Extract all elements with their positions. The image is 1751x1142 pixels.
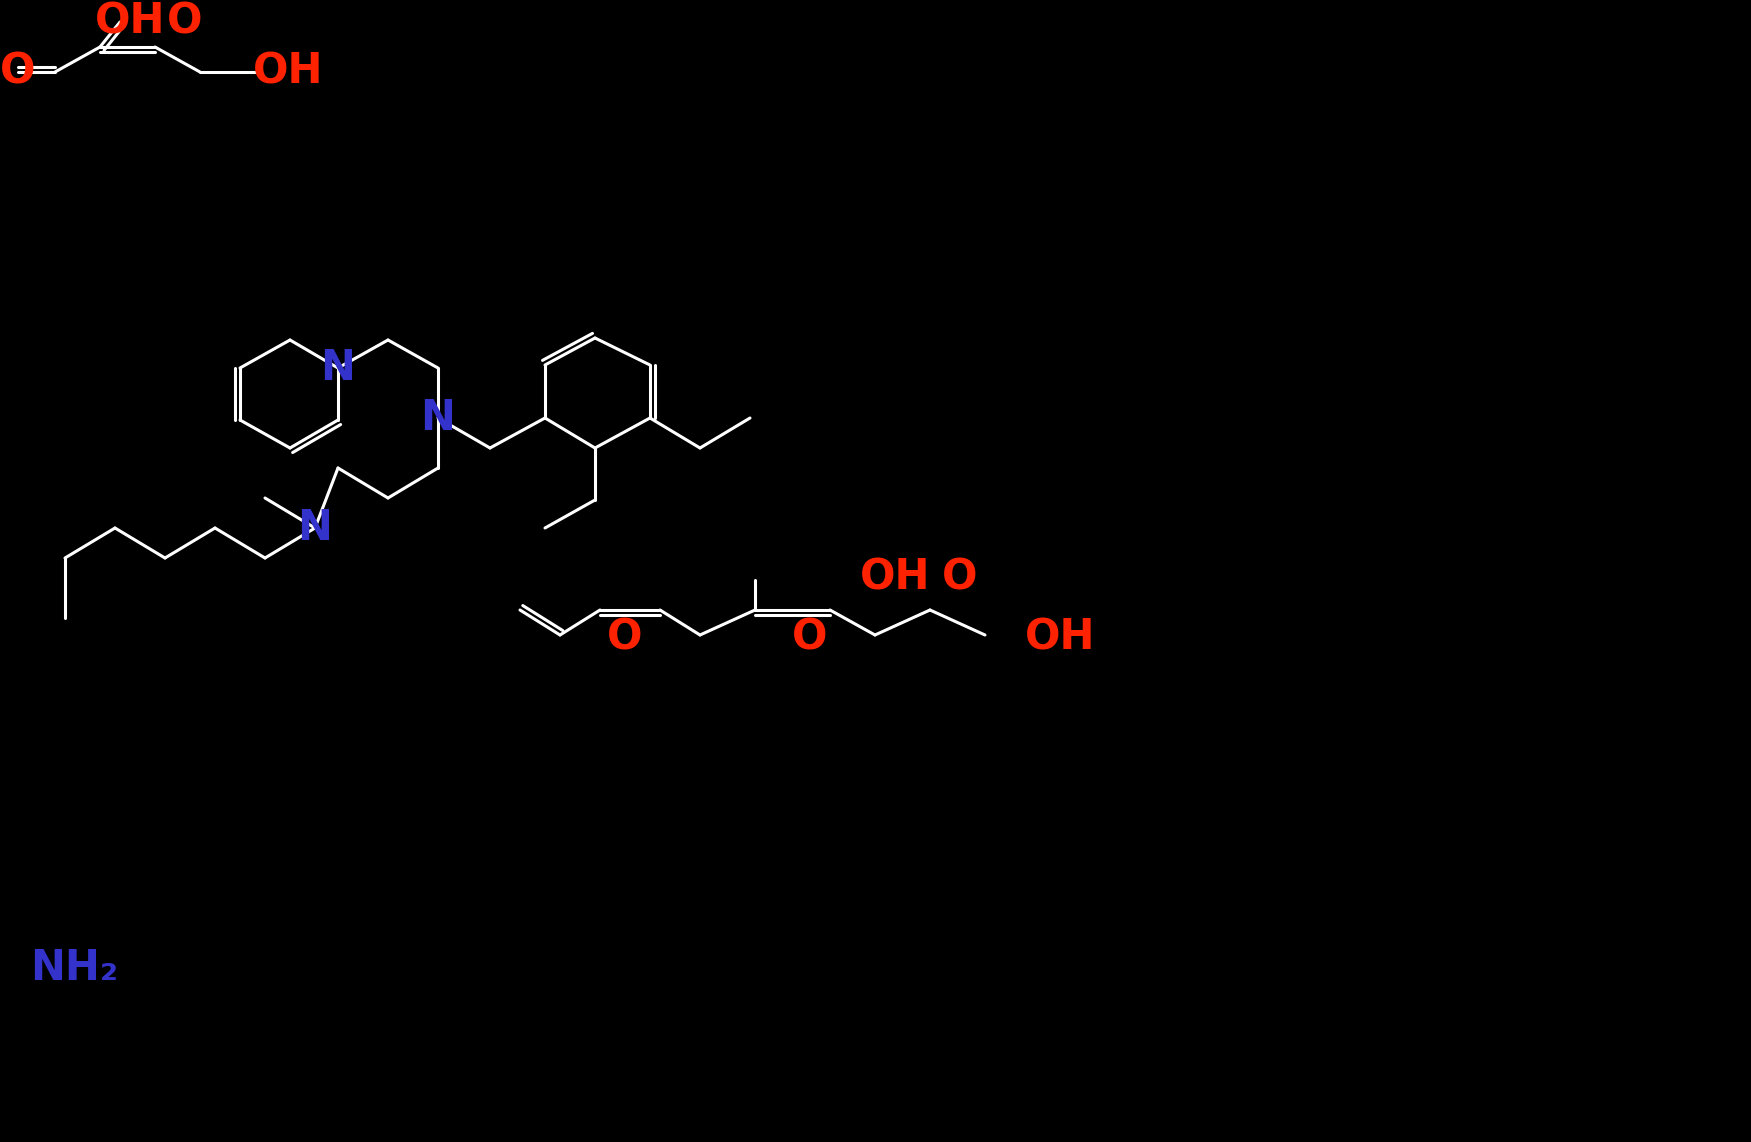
Text: OH: OH [252,51,324,93]
Text: N: N [420,397,455,439]
Text: O: O [942,557,977,600]
Text: N: N [298,507,333,549]
Text: OH: OH [95,1,165,43]
Text: O: O [791,617,828,659]
Text: OH: OH [860,557,930,600]
Text: O: O [168,1,203,43]
Text: O: O [0,51,35,93]
Text: OH: OH [1024,617,1094,659]
Text: NH₂: NH₂ [30,947,117,989]
Text: N: N [320,347,355,389]
Text: O: O [608,617,643,659]
